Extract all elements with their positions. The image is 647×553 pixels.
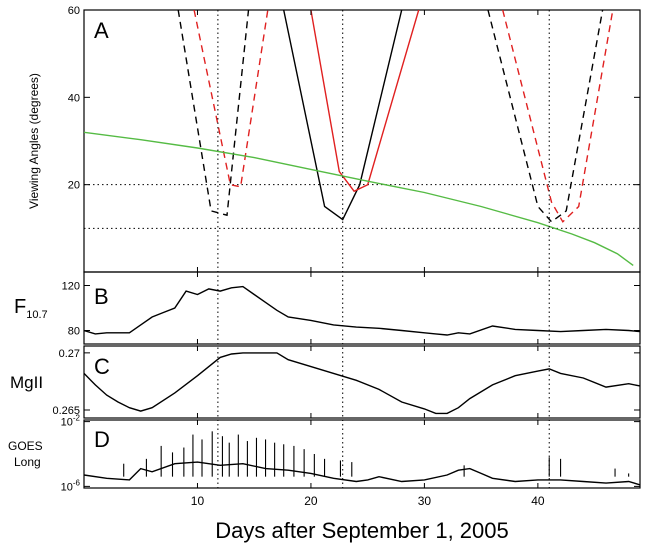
panel-d-frame [83, 419, 641, 489]
panel-c-label: C [94, 354, 110, 379]
panel-c-series [84, 352, 640, 415]
series-line-a-3 [177, 10, 250, 217]
panel-b-ylabel-sub: 10.7 [26, 309, 47, 321]
series-line-a-4 [193, 10, 269, 188]
panel-a-y-ticks: 20 40 60 [68, 5, 640, 192]
y-tick-label: 80 [68, 326, 80, 338]
panel-c-frame [83, 345, 641, 419]
panel-b-frame [83, 271, 641, 345]
y-tick-label: 20 [68, 180, 80, 192]
panel-b-ylabel: F10.7 [14, 296, 48, 321]
panel-c: C MgII 0.265 0.27 [10, 345, 641, 419]
y-tick-label: 120 [62, 281, 80, 293]
x-tick-label: 30 [418, 494, 432, 508]
panel-d-series [84, 431, 640, 486]
y-tick-label: 10-2 [61, 414, 81, 429]
y-tick-label: 60 [68, 5, 80, 17]
y-tick-label: 10-6 [61, 478, 81, 493]
panel-b-y-ticks: 80 120 [62, 281, 640, 338]
panel-a-series [84, 10, 634, 266]
series-line-a-1 [283, 10, 403, 221]
series-line-c-1 [84, 352, 640, 415]
series-line-a-7 [84, 131, 634, 266]
panel-b-ylabel-main: F [14, 296, 26, 318]
panel-a-ylabel: Viewing Angles (degrees) [27, 73, 41, 209]
x-axis-ticks: 10 20 30 40 [191, 10, 545, 508]
panel-b-series [84, 285, 640, 336]
series-line-d-1 [84, 461, 640, 486]
panel-b: B F10.7 80 120 [14, 271, 641, 345]
panel-d: D GOES Long 10-6 10-2 [8, 414, 641, 493]
panel-d-y-ticks: 10-6 10-2 [61, 414, 640, 493]
series-line-a-6 [502, 10, 614, 223]
vertical-reference-lines [217, 10, 550, 488]
x-tick-label: 40 [531, 494, 545, 508]
panel-d-ylabel-2: Long [14, 455, 41, 469]
x-axis-label: Days after September 1, 2005 [215, 518, 509, 543]
panel-b-label: B [94, 284, 109, 309]
series-line-a-5 [487, 10, 604, 223]
panel-a-label: A [94, 18, 109, 43]
series-line-b-1 [84, 285, 640, 336]
panel-c-ylabel: MgII [10, 373, 43, 392]
panel-d-ylabel-1: GOES [8, 439, 43, 453]
x-tick-label: 10 [191, 494, 205, 508]
panel-c-y-ticks: 0.265 0.27 [52, 348, 640, 417]
series-line-a-2 [310, 10, 420, 193]
panel-d-label: D [94, 427, 110, 452]
y-tick-label: 0.265 [52, 405, 80, 417]
x-tick-label: 20 [304, 494, 318, 508]
panel-a-frame [83, 9, 641, 273]
y-tick-label: 0.27 [59, 348, 80, 360]
y-tick-label: 40 [68, 92, 80, 104]
panel-a: A Viewing Angles (degrees) 20 40 60 [27, 5, 641, 273]
panel-a-reference-lines [84, 184, 640, 229]
